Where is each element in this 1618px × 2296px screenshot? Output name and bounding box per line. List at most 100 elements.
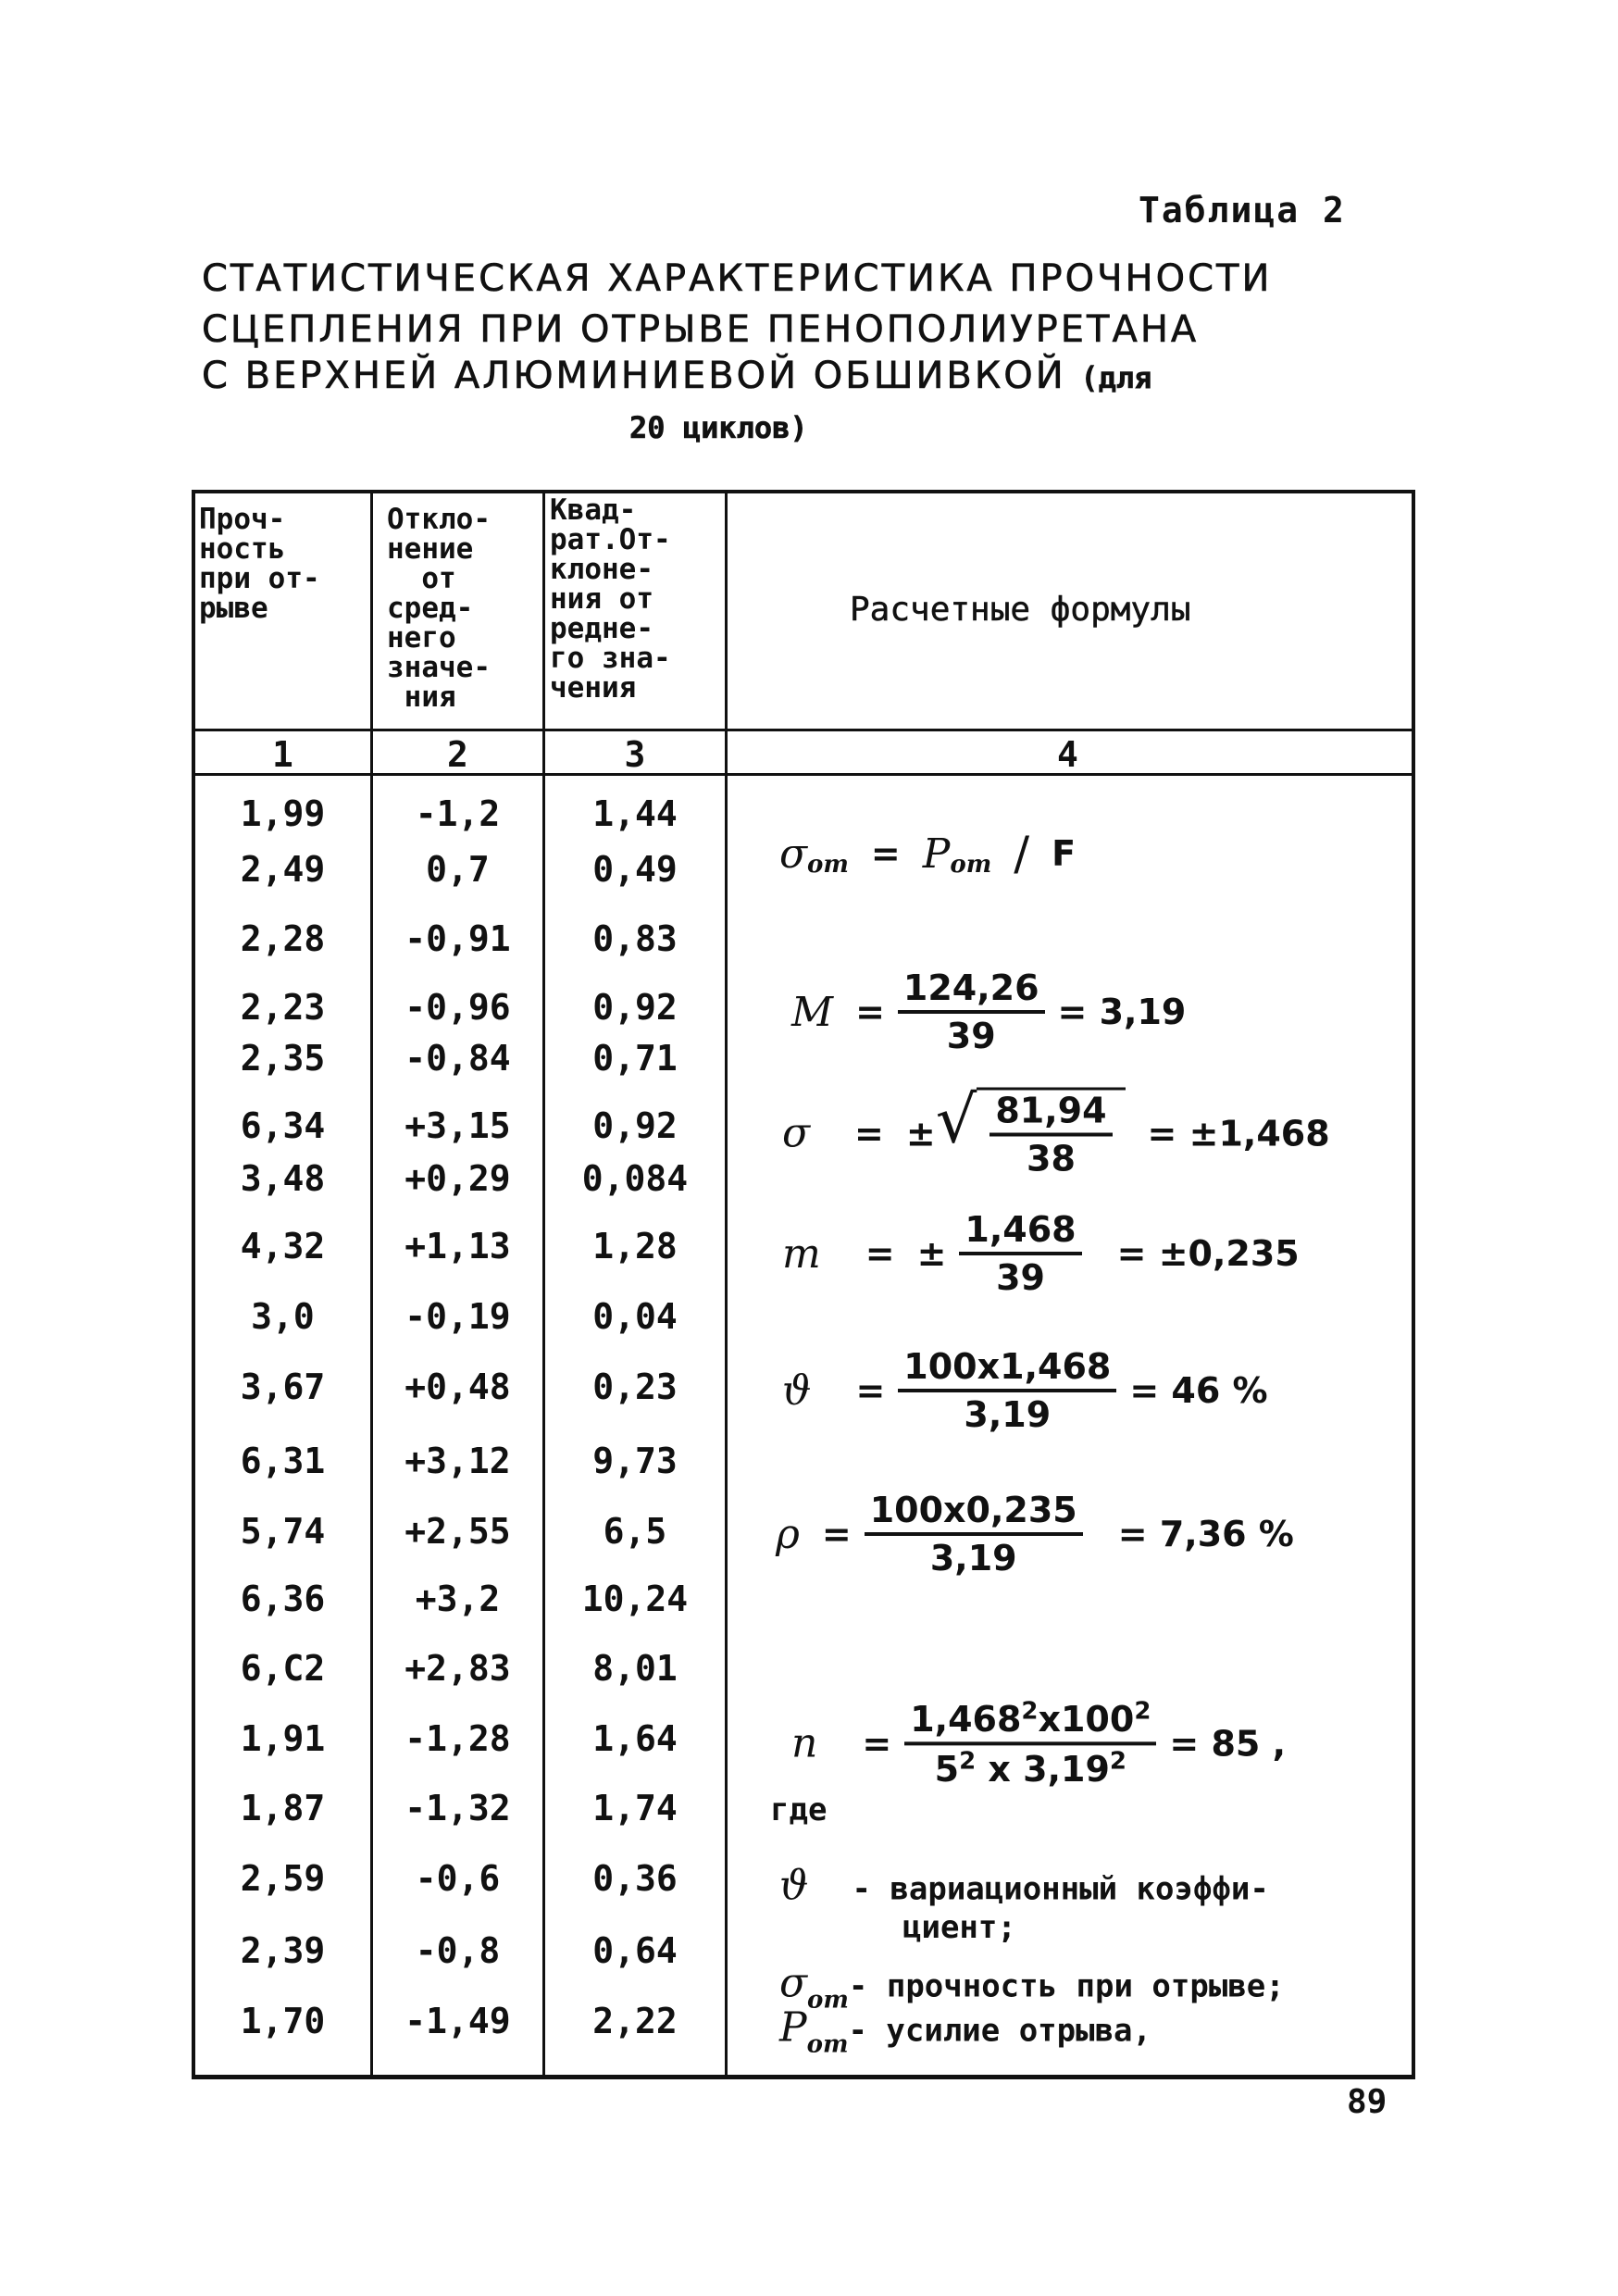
column-number: 2 [447, 734, 468, 775]
cell-strength: 3,48 [240, 1158, 326, 1199]
formula-variation: ϑ = 100x1,468 3,19 = 46 % [782, 1346, 1268, 1435]
denominator: 39 [946, 1016, 996, 1056]
title-line-1: СТАТИСТИЧЕСКАЯ ХАРАКТЕРИСТИКА ПРОЧНОСТИ [202, 257, 1273, 301]
numerator: 100x0,235 [864, 1490, 1083, 1536]
title-line-4: 20 циклов) [629, 405, 808, 447]
cell-squared-deviation: 0,49 [592, 849, 678, 890]
cell-squared-deviation: 0,64 [592, 1930, 678, 1971]
cell-strength: 6,34 [240, 1105, 326, 1146]
subscript: от [806, 2030, 849, 2059]
m-symbol: M [791, 988, 834, 1036]
formula-mean-error: m = ± 1,468 39 = ±0,235 [782, 1209, 1300, 1298]
header-formulas: Расчетные формулы [850, 591, 1191, 629]
equals: = [854, 1113, 884, 1154]
equals: = [855, 992, 885, 1032]
legend-text: - прочность при отрыве; [848, 1967, 1285, 2005]
formula-std-deviation: σ = ± √ 81,94 38 = ±1,468 [782, 1087, 1330, 1179]
cell-strength: 3,67 [240, 1366, 326, 1407]
cell-strength: 2,59 [240, 1858, 326, 1899]
cell-squared-deviation: 1,64 [592, 1718, 678, 1759]
denominator-part: 5 [934, 1748, 960, 1790]
cell-deviation: +2,55 [404, 1511, 511, 1552]
numerator: 1,4682x1002 [904, 1697, 1157, 1745]
cell-squared-deviation: 0,92 [592, 987, 678, 1028]
subscript: от [950, 851, 992, 879]
numerator: 100x1,468 [898, 1346, 1117, 1392]
cell-strength: 2,28 [240, 918, 326, 959]
equals: = [855, 1370, 886, 1411]
plus-minus: ± [905, 1113, 936, 1154]
legend-item: σот- прочность при отрыве; [779, 1960, 1285, 2015]
title-line-3-tail: (для [1080, 360, 1152, 396]
formula-sample-size: n = 1,4682x1002 52 x 3,192 = 85 , [791, 1697, 1286, 1789]
cell-deviation: -0,19 [404, 1296, 511, 1337]
m-symbol: m [782, 1229, 821, 1278]
exponent: 2 [1021, 1697, 1039, 1726]
title-line-2: СЦЕПЛЕНИЯ ПРИ ОТРЫВЕ ПЕНОПОЛИУРЕТАНА [202, 308, 1200, 352]
cell-deviation: +3,12 [404, 1441, 511, 1481]
exponent: 2 [1134, 1697, 1151, 1726]
column-number: 1 [272, 734, 293, 775]
legend-text: циент; [902, 1909, 1016, 1946]
column-number-divider [192, 773, 1412, 776]
legend-where: где [770, 1791, 828, 1828]
cell-strength: 5,74 [240, 1511, 326, 1552]
denominator: 38 [1027, 1138, 1076, 1179]
cell-squared-deviation: 2,22 [592, 2001, 678, 2041]
cell-strength: 2,35 [240, 1038, 326, 1079]
denominator: 39 [996, 1257, 1045, 1298]
slash: / [1014, 827, 1030, 880]
cell-deviation: 0,7 [426, 849, 490, 890]
cell-strength: 2,39 [240, 1930, 326, 1971]
exponent: 2 [1109, 1747, 1126, 1775]
fraction: 124,26 39 [897, 967, 1045, 1056]
cell-squared-deviation: 0,83 [592, 918, 678, 959]
cell-strength: 1,70 [240, 2001, 326, 2041]
column-divider [725, 490, 728, 2075]
legend-item: циент; [902, 1909, 1016, 1946]
result: = 7,36 % [1117, 1514, 1294, 1554]
numerator-part: 1,468 [910, 1699, 1022, 1740]
cell-squared-deviation: 0,23 [592, 1366, 678, 1407]
cell-deviation: -0,96 [404, 987, 511, 1028]
cell-deviation: +2,83 [404, 1648, 511, 1689]
header-divider [192, 729, 1412, 731]
p-symbol: P [779, 2003, 807, 2052]
header-squared-deviation: Квад- рат.От- клоне- ния от редне- го зн… [550, 493, 671, 705]
column-divider [542, 490, 545, 2075]
cell-squared-deviation: 1,44 [592, 793, 678, 834]
cell-strength: 4,32 [240, 1226, 326, 1267]
f-symbol: F [1052, 833, 1077, 874]
table-frame [192, 490, 1415, 2079]
cell-squared-deviation: 1,74 [592, 1788, 678, 1828]
denominator-part: x 3,19 [988, 1748, 1110, 1790]
cell-deviation: -0,91 [404, 918, 511, 959]
cell-strength: 3,0 [251, 1296, 315, 1337]
result: = 3,19 [1057, 992, 1187, 1032]
result: = 85 , [1169, 1723, 1287, 1764]
cell-deviation: -0,8 [415, 1930, 501, 1971]
cell-strength: 1,91 [240, 1718, 326, 1759]
result: = 46 % [1129, 1370, 1268, 1411]
cell-squared-deviation: 10,24 [581, 1578, 689, 1619]
equals: = [865, 1233, 895, 1274]
header-deviation: Откло- нение от сред- него значе- ния [387, 503, 491, 714]
column-divider [370, 490, 373, 2075]
result: = ±1,468 [1147, 1113, 1330, 1154]
fraction: 1,4682x1002 52 x 3,192 [904, 1697, 1157, 1790]
table-label: Таблица 2 [1139, 190, 1346, 231]
column-number: 4 [1057, 734, 1078, 775]
sigma-symbol: σ [779, 830, 808, 878]
formula-mean: M = 124,26 39 = 3,19 [791, 967, 1186, 1056]
cell-deviation: +0,48 [404, 1366, 511, 1407]
cell-deviation: -0,84 [404, 1038, 511, 1079]
p-symbol: P [922, 830, 951, 878]
cell-deviation: +3,15 [404, 1105, 511, 1146]
fraction: 100x0,235 3,19 [864, 1490, 1083, 1578]
cell-deviation: -1,28 [404, 1718, 511, 1759]
legend-item: Pот- усилие отрыва, [779, 2003, 1151, 2059]
nu-symbol: ϑ [779, 1862, 809, 1910]
title-line-3-main: С ВЕРХНЕЙ АЛЮМИНИЕВОЙ ОБШИВКОЙ [202, 355, 1066, 398]
n-symbol: n [791, 1719, 818, 1767]
square-root: √ 81,94 38 [936, 1087, 1126, 1179]
